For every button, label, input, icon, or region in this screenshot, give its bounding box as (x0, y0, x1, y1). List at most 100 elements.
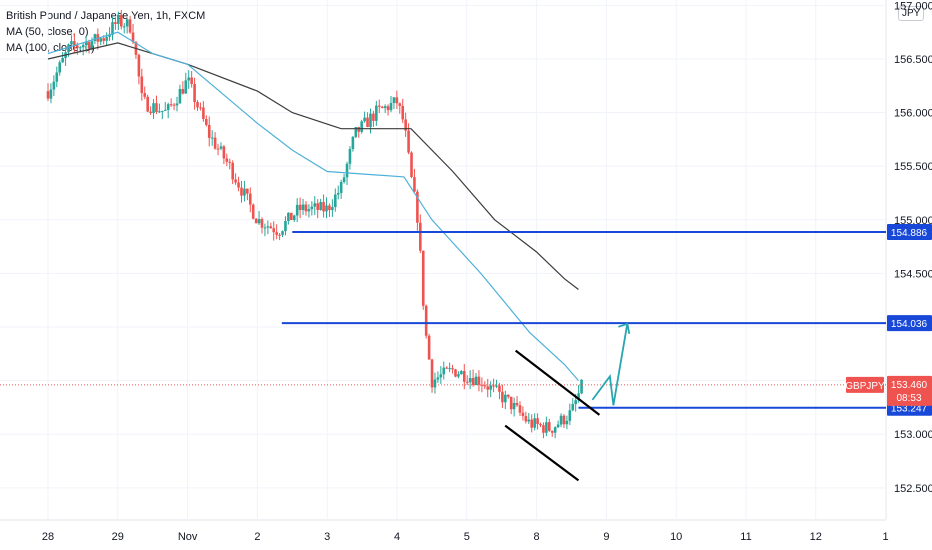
currency-button[interactable]: JPY (898, 6, 925, 21)
candle-body (237, 182, 240, 188)
x-tick-label: 9 (603, 531, 609, 543)
candle-body (196, 102, 199, 108)
candle-body (366, 117, 369, 128)
symbol-tag (846, 376, 884, 393)
candle-body (310, 206, 314, 210)
candle-body (76, 45, 79, 48)
level-price-label: 154.886 (891, 228, 928, 239)
candle-body (108, 34, 111, 37)
x-tick-label: 8 (534, 531, 540, 543)
candle-body (125, 19, 129, 27)
candle-body (457, 374, 460, 377)
ma50-line (47, 31, 579, 381)
candle-body (181, 88, 185, 94)
candle-body (87, 42, 91, 49)
time-axis[interactable]: 28 29 Nov 2 3 4 5 8 9 10 11 12 1 (42, 531, 889, 543)
candle-body (498, 385, 501, 392)
chart-legend: British Pound / Japanese Yen, 1h, FXCM M… (6, 8, 205, 56)
candle-body (568, 410, 572, 421)
candle-body (372, 113, 375, 121)
candle-body (421, 250, 425, 306)
projection-arrow-head (618, 322, 631, 334)
candle-body (119, 15, 123, 27)
candle-body (451, 368, 454, 370)
candle-body (401, 105, 405, 120)
candle-body (331, 207, 334, 211)
candle-body (70, 41, 73, 45)
candle-body (395, 97, 399, 104)
candle-body (243, 188, 246, 196)
candle-body (222, 146, 226, 159)
x-tick-label: 10 (670, 531, 682, 543)
channel-lower-line (504, 424, 580, 482)
candle-body (565, 420, 569, 425)
candle-body (319, 201, 322, 211)
candle-body (307, 209, 311, 212)
candle-body (553, 427, 557, 433)
candle-body (333, 194, 337, 208)
legend-ma50[interactable]: MA (50, close, 0) (6, 26, 89, 38)
x-tick-label: 1 (883, 531, 889, 543)
candle-body (471, 378, 475, 386)
candle-body (445, 367, 448, 369)
candle-body (489, 385, 492, 390)
candle-body (248, 193, 252, 205)
candle-body (102, 38, 106, 41)
candle-body (413, 177, 416, 192)
candle-body (424, 305, 428, 336)
candle-body (398, 103, 402, 106)
candle-body (351, 136, 355, 150)
candle-body (228, 161, 232, 163)
candle-body (477, 376, 481, 385)
candle-body (357, 126, 361, 132)
current-price-label: 153.460 (891, 380, 928, 391)
candle-body (501, 391, 504, 403)
candle-body (272, 228, 276, 233)
x-tick-label: 3 (324, 531, 330, 543)
candle-body (536, 418, 539, 425)
x-tick-label: 29 (112, 531, 124, 543)
candle-body (348, 149, 352, 164)
candle-body (539, 424, 542, 426)
candle-body (436, 377, 440, 380)
legend-symbol[interactable]: British Pound / Japanese Yen, 1h, FXCM (6, 10, 206, 22)
candle-body (281, 231, 284, 235)
candle-body (295, 204, 299, 216)
candle-body (316, 203, 320, 211)
candle-body (407, 130, 410, 153)
candle-body (190, 77, 193, 84)
candle-body (377, 105, 381, 107)
y-tick-label: 155.000 (894, 215, 932, 227)
candle-body (231, 162, 234, 180)
candle-body (149, 111, 152, 114)
candle-body (49, 89, 53, 99)
x-tick-label: 4 (394, 531, 400, 543)
legend-ma100[interactable]: MA (100, close, 0) (6, 42, 95, 54)
candle-body (90, 41, 94, 49)
candle-body (465, 381, 469, 383)
candle-body (542, 425, 545, 433)
candle-body (571, 404, 575, 411)
candle-body (246, 188, 249, 194)
candle-body (301, 204, 305, 211)
candle-body (52, 81, 56, 90)
candle-body (392, 97, 396, 103)
candle-body (419, 222, 422, 251)
candle-body (292, 215, 296, 221)
candle-body (93, 34, 97, 42)
candle-body (468, 378, 472, 383)
candle-body (284, 221, 287, 232)
candle-body (439, 374, 443, 378)
candle-body (257, 219, 261, 224)
symbol-tag-label: GBPJPY (845, 381, 885, 392)
candle-body (175, 103, 179, 106)
candle-body (363, 117, 366, 122)
price-axis[interactable]: 157.000 156.500 156.000 155.500 155.000 154.5… (845, 0, 932, 495)
candle-body (105, 36, 108, 41)
moving-averages (47, 31, 579, 381)
candle-body (322, 201, 325, 212)
candle-body (67, 44, 70, 53)
candle-body (559, 415, 563, 425)
candle-body (193, 83, 196, 103)
